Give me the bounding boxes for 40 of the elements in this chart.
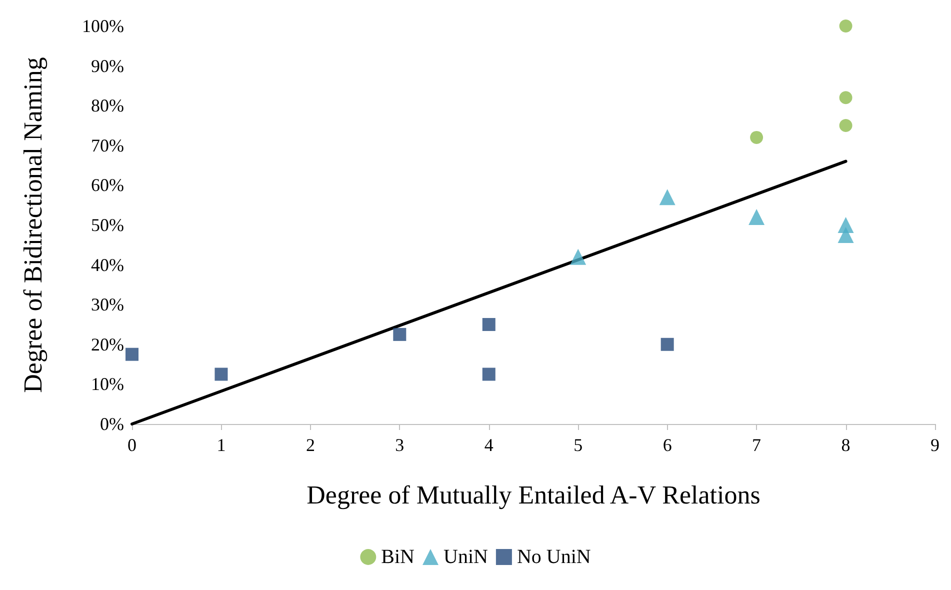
point [750, 130, 764, 144]
point [482, 368, 496, 381]
y-tick-label: 70% [91, 135, 124, 156]
point [839, 119, 852, 132]
x-tick-label: 3 [395, 435, 404, 455]
point [748, 209, 765, 226]
legend-label: UniN [444, 546, 488, 568]
point [482, 318, 496, 331]
x-tick-label: 2 [306, 435, 315, 455]
point [659, 189, 676, 206]
x-tick-label: 6 [662, 435, 672, 455]
point [393, 328, 406, 341]
x-tick-label: 7 [752, 435, 762, 455]
y-tick-label: 60% [91, 175, 124, 196]
point [839, 91, 852, 104]
point [660, 338, 674, 351]
y-tick-label: 0% [100, 414, 124, 434]
point [570, 248, 586, 265]
point [838, 226, 854, 243]
point [839, 20, 852, 32]
y-tick-label: 20% [91, 334, 124, 354]
legend-label: No UniN [516, 546, 591, 568]
x-tick-label: 0 [128, 435, 136, 455]
y-tick-label: 30% [91, 294, 124, 315]
point [126, 348, 138, 361]
x-tick-label: 8 [841, 435, 850, 455]
y-tick-label: 40% [91, 254, 124, 275]
point [214, 368, 228, 381]
y-tick-label: 50% [91, 215, 124, 235]
x-axis-title: Degree of Mutually Entailed A-V Relations [306, 480, 760, 510]
y-tick-label: 80% [91, 96, 124, 116]
y-tick-label: 90% [91, 56, 124, 76]
y-axis-title: Degree of Bidirectional Naming [18, 57, 48, 393]
x-tick-label: 9 [930, 435, 940, 455]
x-tick-label: 1 [216, 435, 226, 455]
x-tick-label: 4 [484, 435, 494, 455]
x-tick-label: 5 [574, 435, 583, 455]
y-tick-label: 100% [82, 16, 124, 36]
y-tick-label: 10% [91, 374, 124, 394]
legend-label: BiN [381, 546, 415, 568]
